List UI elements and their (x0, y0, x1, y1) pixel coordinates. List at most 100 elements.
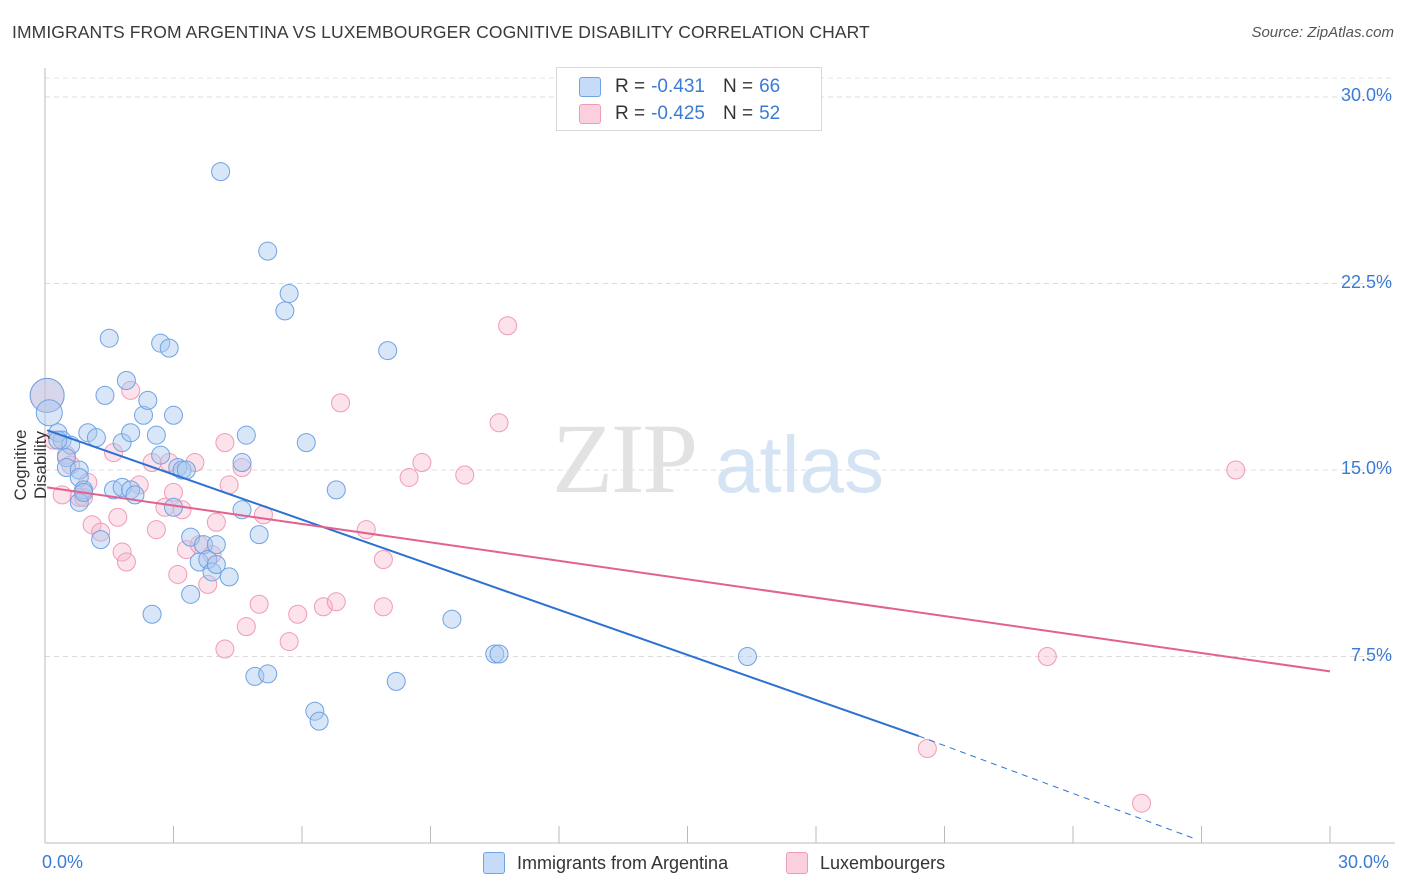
legend-n-value: 66 (759, 76, 781, 97)
legend-row-argentina: R = -0.431 N = 66 (579, 76, 780, 98)
bottom-legend-label-luxembourger: Luxembourgers (820, 852, 946, 873)
luxembourger-point (331, 393, 351, 413)
bottom-legend-luxembourger: Luxembourgers (786, 852, 945, 874)
zipatlas-watermark: ZIP atlas (552, 403, 884, 514)
argentina-point (35, 399, 63, 427)
luxembourger-point (1037, 647, 1057, 666)
argentina-point (69, 460, 89, 480)
trend-lines (46, 429, 1331, 839)
argentina-point (142, 604, 162, 624)
argentina-point (86, 428, 106, 448)
luxembourger-point (917, 739, 937, 759)
argentina-point (172, 460, 192, 480)
watermark-atlas: atlas (715, 420, 884, 509)
legend-n-value: 52 (759, 103, 781, 124)
chart-title: IMMIGRANTS FROM ARGENTINA VS LUXEMBOURGE… (12, 22, 870, 42)
stats-legend: R = -0.431 N = 66 R = -0.425 N = 52 (556, 67, 822, 131)
argentina-point (159, 338, 179, 358)
argentina-point (99, 328, 119, 348)
x-tick-min: 0.0% (42, 852, 84, 872)
y-tick-label: 22.5% (1340, 271, 1392, 292)
luxembourger-point (498, 316, 518, 336)
luxembourger-point (288, 604, 308, 624)
argentina-point (296, 433, 316, 453)
argentina-point (164, 405, 183, 425)
argentina-point (56, 448, 76, 468)
luxembourger-point (373, 550, 393, 570)
luxembourger-point (215, 433, 235, 453)
chart-source: Source: ZipAtlas.com (1251, 24, 1394, 41)
argentina-point (489, 644, 509, 664)
argentina-point (258, 241, 278, 261)
argentina-point (386, 671, 406, 691)
argentina-point (236, 425, 256, 445)
argentina-point (305, 701, 325, 721)
luxembourger-point (198, 574, 218, 594)
x-tick-max: 30.0% (1338, 852, 1390, 872)
argentina-point (206, 554, 226, 574)
luxembourger-point (232, 458, 252, 478)
argentina-point (378, 341, 398, 361)
luxembourger-point (326, 592, 346, 612)
argentina-point (485, 644, 505, 664)
luxembourger-point (249, 594, 269, 614)
luxembourger-point (164, 482, 183, 502)
luxembourger-point (399, 467, 419, 487)
luxembourger-point (176, 540, 196, 560)
luxembourger-point (412, 453, 432, 473)
luxembourger-point (112, 542, 132, 562)
bottom-legend-label-argentina: Immigrants from Argentina (517, 852, 729, 873)
argentina-point (146, 425, 166, 445)
luxembourger-point (206, 512, 226, 532)
axes (44, 68, 1395, 844)
luxembourger-point (91, 522, 111, 542)
bottom-legend-swatch-luxembourger (786, 852, 808, 874)
argentina-point (181, 584, 201, 604)
argentina-point (309, 711, 329, 731)
argentina-point (211, 162, 231, 182)
bottom-legend-swatch-argentina (483, 852, 505, 874)
luxembourger-point (373, 597, 393, 617)
argentina-point (442, 609, 462, 629)
luxembourger-point (215, 639, 235, 659)
luxembourger-point (116, 552, 136, 572)
argentina-point (138, 390, 158, 410)
luxembourger-point (146, 520, 166, 540)
luxembourger-point (1132, 793, 1152, 813)
argentina-point (121, 423, 141, 443)
argentina-point (116, 370, 136, 390)
luxembourger-point (313, 597, 333, 617)
argentina-point (219, 567, 239, 587)
argentina-trend-extension (918, 735, 1194, 839)
luxembourger-point (236, 617, 256, 637)
luxembourger-point (108, 507, 128, 527)
argentina-trend-line (46, 429, 920, 738)
grid-lines (45, 77, 1395, 657)
argentina-points (29, 162, 757, 731)
argentina-point (69, 467, 89, 487)
legend-n-label: N = (722, 103, 754, 124)
argentina-point (206, 535, 226, 555)
legend-r-value: -0.431 (651, 76, 705, 97)
luxembourger-point (121, 380, 141, 400)
legend-r-value: -0.425 (651, 103, 705, 124)
y-axis-label: Cognitive Disability (11, 429, 50, 501)
luxembourger-point (168, 564, 188, 584)
argentina-point (279, 283, 299, 303)
legend-r-label: R = (615, 103, 646, 124)
luxembourger-point (279, 632, 299, 652)
legend-row-luxembourger: R = -0.425 N = 52 (579, 103, 780, 125)
y-tick-label: 30.0% (1340, 85, 1392, 105)
y-tick-label: 15.0% (1340, 458, 1392, 478)
argentina-point (326, 480, 346, 500)
luxembourger-point (356, 520, 376, 540)
legend-swatch-luxembourger (579, 104, 601, 124)
argentina-point (737, 647, 757, 666)
argentina-point (258, 664, 278, 684)
argentina-point (95, 385, 115, 405)
argentina-point (134, 405, 154, 425)
watermark-zip: ZIP (552, 403, 696, 514)
argentina-point (29, 377, 65, 413)
argentina-point (91, 530, 111, 550)
